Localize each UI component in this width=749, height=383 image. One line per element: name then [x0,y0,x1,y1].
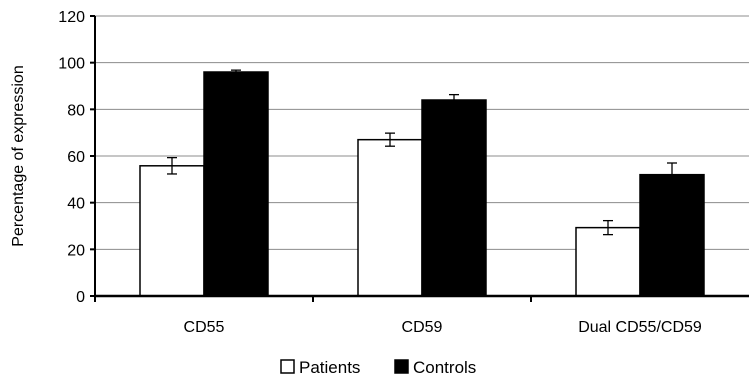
bars [139,71,705,297]
y-tick-label: 20 [67,242,85,259]
y-tick-label: 100 [58,56,85,73]
bar-patients-1 [139,165,205,297]
legend-swatch [280,359,295,374]
error-bars [167,69,677,236]
bar-controls-2 [421,99,487,297]
legend: Patients Controls [280,358,476,377]
y-tick-label: 0 [76,289,85,306]
y-tick-label: 40 [67,196,85,213]
bar-controls-3 [639,173,705,297]
x-tick-label: Dual CD55/CD59 [578,319,702,336]
legend-label: Patients [299,358,360,377]
bar-controls-1 [203,71,269,297]
axes [90,15,749,302]
y-tick-label: 60 [67,149,85,166]
bar-patients-2 [357,138,423,297]
y-axis-title: Percentage of expression [10,65,27,246]
axis-labels: 0 20 40 60 80 100 120 CD55 CD59 Dual CD55/CD59 [58,9,702,336]
y-tick-label: 120 [58,9,85,26]
x-tick-label: CD55 [184,319,225,336]
x-tick-label: CD59 [402,319,443,336]
legend-swatch [394,359,409,374]
legend-label: Controls [413,358,476,377]
y-tick-label: 80 [67,102,85,119]
bar-patients-3 [575,226,641,297]
